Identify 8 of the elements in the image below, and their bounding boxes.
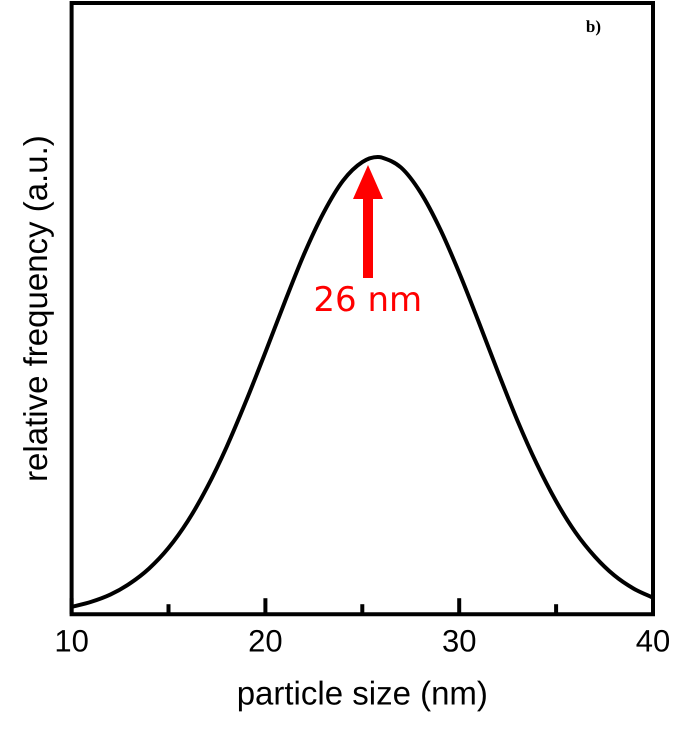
x-axis-title: particle size (nm) [236, 674, 488, 712]
y-axis-title: relative frequency (a.u.) [16, 135, 54, 482]
x-tick-label: 10 [54, 623, 89, 658]
x-tick-label: 40 [636, 623, 670, 658]
text: b) [586, 16, 601, 36]
x-tick-label: 30 [442, 623, 476, 658]
annotation: 26 nm [313, 280, 422, 320]
x-tick-label: 20 [248, 623, 283, 658]
